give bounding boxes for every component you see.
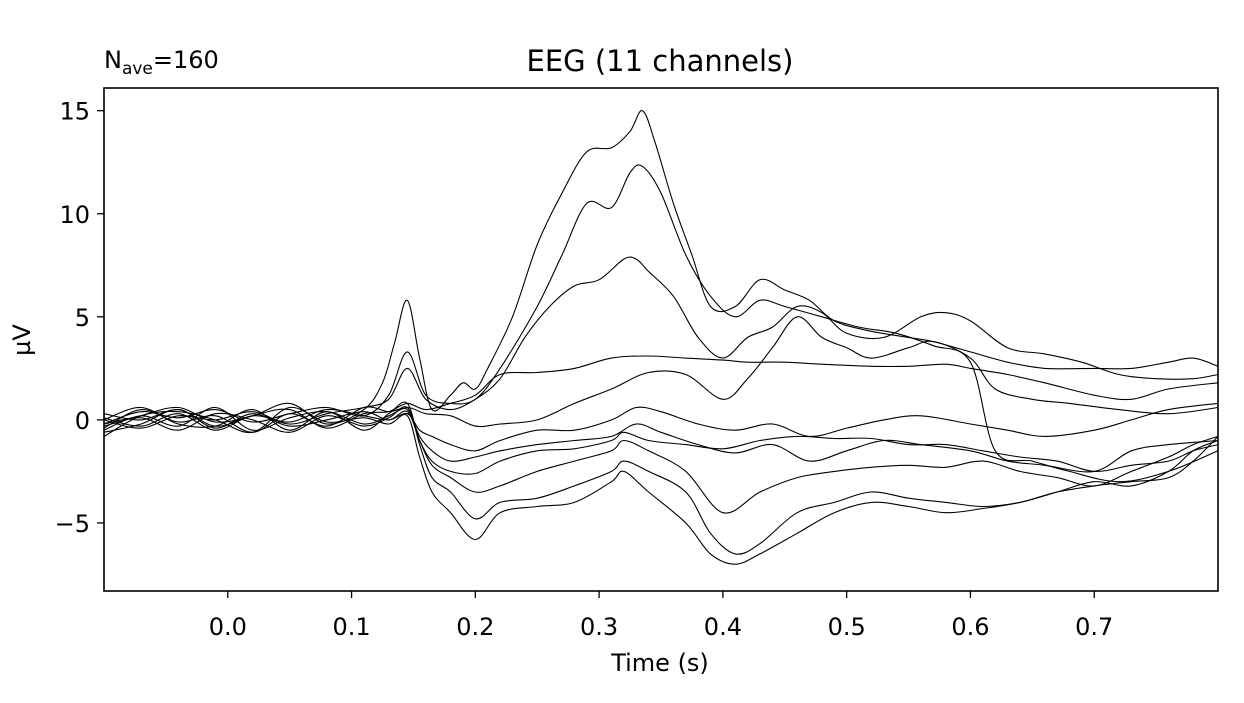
chart-title: EEG (11 channels) xyxy=(527,44,794,78)
nave-subscript: ave xyxy=(122,59,153,79)
channel-trace-9 xyxy=(103,409,1219,514)
nave-prefix: N xyxy=(104,46,122,74)
x-tick-label: 0.3 xyxy=(580,613,618,641)
x-tick-label: 0.1 xyxy=(332,613,370,641)
x-tick-label: 0.4 xyxy=(704,613,742,641)
channel-trace-7 xyxy=(103,406,1219,473)
plot-area xyxy=(103,87,1219,592)
x-tick-label: 0.5 xyxy=(828,613,866,641)
channel-trace-11 xyxy=(103,406,1219,565)
channel-trace-1 xyxy=(103,110,1219,427)
channel-trace-2 xyxy=(103,164,1219,483)
traces xyxy=(103,110,1219,565)
y-tick-label: −5 xyxy=(55,510,90,538)
y-axis-label: µV xyxy=(8,324,36,356)
nave-annotation: Nave=160 xyxy=(104,46,219,79)
channel-trace-6 xyxy=(103,402,1219,452)
channel-trace-8 xyxy=(103,406,1219,475)
axes-frame xyxy=(103,87,1219,592)
y-tick-label: 10 xyxy=(59,201,90,229)
x-axis: 0.0 0.1 0.2 0.3 0.4 0.5 0.6 0.7 xyxy=(209,591,1113,641)
y-tick-label: 5 xyxy=(75,304,90,332)
y-tick-label: 0 xyxy=(75,407,90,435)
x-tick-label: 0.0 xyxy=(209,613,247,641)
svg-text:Nave=160: Nave=160 xyxy=(104,46,219,79)
x-tick-label: 0.7 xyxy=(1075,613,1113,641)
nave-suffix: =160 xyxy=(153,46,219,74)
channel-trace-10 xyxy=(103,401,1219,555)
y-axis: −5 0 5 10 15 xyxy=(55,98,104,538)
channel-trace-5 xyxy=(103,316,1219,431)
x-tick-label: 0.6 xyxy=(951,613,989,641)
y-tick-label: 15 xyxy=(59,98,90,126)
x-tick-label: 0.2 xyxy=(456,613,494,641)
channel-trace-3 xyxy=(103,256,1219,429)
x-axis-label: Time (s) xyxy=(610,649,709,677)
channel-trace-4 xyxy=(103,355,1219,429)
